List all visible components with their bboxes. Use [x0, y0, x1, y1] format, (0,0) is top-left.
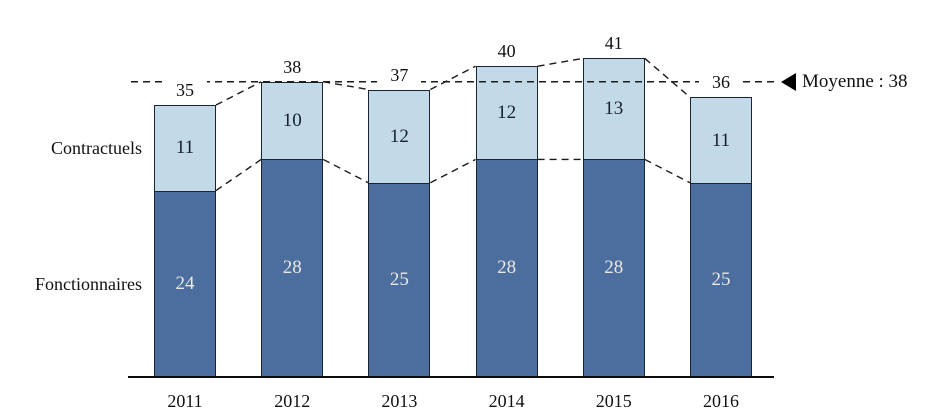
x-tick-2015: 2015	[595, 391, 632, 411]
bar-contractuels-2016: 11	[690, 97, 752, 184]
total-label-2011: 35	[163, 80, 207, 101]
series-line-top	[430, 65, 476, 91]
x-tick-2012: 2012	[274, 391, 311, 411]
total-label-2016: 36	[699, 72, 743, 93]
total-label-2014: 40	[484, 41, 529, 62]
series-line-top	[644, 57, 691, 98]
series-line-boundary	[644, 158, 691, 184]
segment-value-label: 28	[282, 257, 302, 279]
series-line-top	[537, 57, 583, 67]
segment-value-label: 11	[175, 137, 195, 159]
segment-value-label: 13	[604, 98, 624, 120]
series-line-boundary	[322, 158, 369, 184]
bar-fonctionnaires-2012: 28	[261, 159, 324, 377]
segment-value-label: 25	[389, 268, 409, 290]
series-label-contractuels: Contractuels	[51, 137, 142, 158]
bar-fonctionnaires-2016: 25	[690, 182, 752, 377]
series-line-boundary	[215, 158, 262, 192]
bar-fonctionnaires-2014: 28	[475, 159, 538, 377]
segment-value-label: 25	[711, 268, 731, 290]
bar-fonctionnaires-2013: 25	[368, 182, 431, 377]
bar-contractuels-2011: 11	[154, 105, 216, 192]
x-tick-2014: 2014	[488, 391, 525, 411]
total-label-2013: 37	[377, 64, 422, 85]
segment-value-label: 12	[389, 125, 409, 147]
x-axis-line	[128, 376, 774, 378]
bar-fonctionnaires-2015: 28	[582, 159, 645, 377]
average-label: Moyenne : 38	[802, 70, 908, 92]
x-tick-2016: 2016	[703, 391, 739, 411]
x-tick-2011: 2011	[167, 391, 203, 411]
total-label-2015: 41	[591, 33, 636, 54]
segment-value-label: 24	[175, 272, 195, 294]
segment-value-label: 11	[711, 129, 731, 151]
bar-contractuels-2013: 12	[368, 89, 431, 184]
average-annotation: Moyenne : 38	[781, 71, 908, 93]
left-triangle-icon	[781, 72, 796, 91]
series-line-boundary	[430, 158, 476, 184]
series-line-top	[323, 81, 369, 91]
bar-fonctionnaires-2011: 24	[154, 190, 216, 377]
segment-value-label: 12	[497, 102, 517, 124]
bar-contractuels-2012: 10	[261, 81, 324, 161]
segment-value-label: 10	[282, 110, 302, 132]
x-tick-2013: 2013	[381, 391, 418, 411]
series-line-top	[215, 81, 262, 106]
bar-contractuels-2015: 13	[582, 58, 645, 161]
total-label-2012: 38	[270, 56, 315, 77]
segment-value-label: 28	[604, 257, 624, 279]
segment-value-label: 28	[497, 257, 517, 279]
series-label-fonctionnaires: Fonctionnaires	[35, 273, 142, 294]
